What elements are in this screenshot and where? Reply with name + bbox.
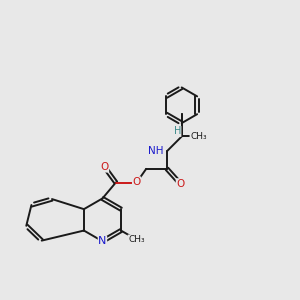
Text: O: O — [133, 177, 141, 187]
Text: N: N — [98, 236, 106, 246]
Text: H: H — [173, 126, 181, 136]
Text: CH₃: CH₃ — [128, 235, 145, 244]
Text: O: O — [100, 162, 109, 172]
Text: O: O — [176, 179, 184, 189]
Text: NH: NH — [148, 146, 164, 156]
Text: CH₃: CH₃ — [190, 132, 207, 141]
